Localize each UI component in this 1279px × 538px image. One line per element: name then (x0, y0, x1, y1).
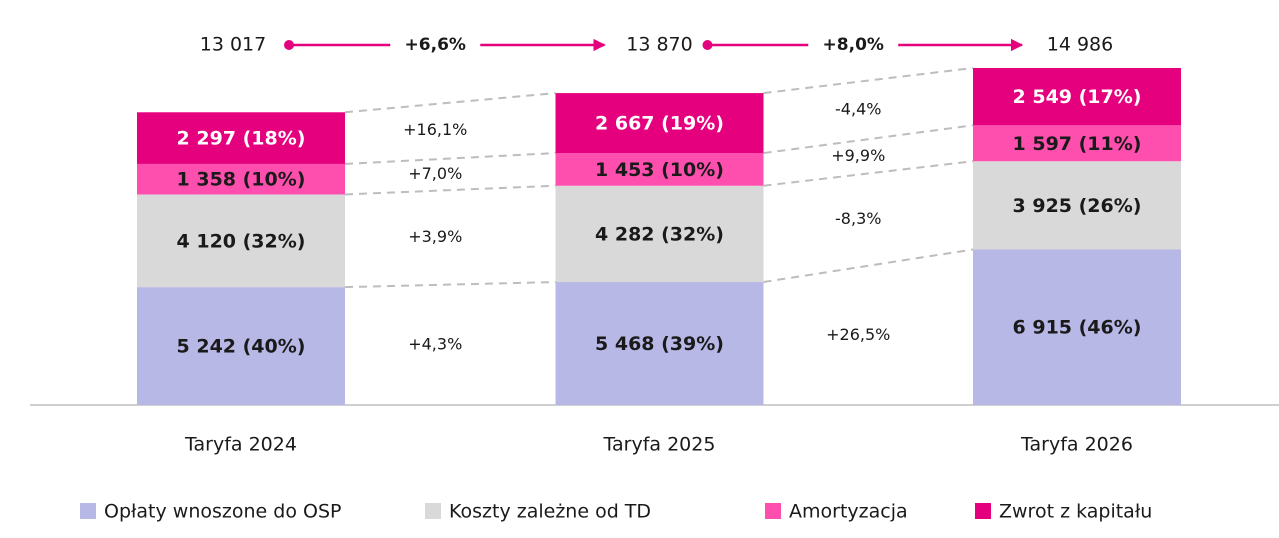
change-label: +4,3% (408, 334, 462, 353)
legend-swatch (765, 503, 781, 519)
connector (763, 248, 974, 284)
connector (763, 160, 974, 187)
bar-segment (555, 185, 764, 283)
change-label: -4,4% (835, 99, 881, 118)
total-change: +8,0% (823, 35, 884, 55)
connector (344, 184, 556, 196)
legend-label: Amortyzacja (789, 501, 908, 523)
x-tick-label: Taryfa 2026 (1020, 434, 1133, 456)
bar-segment (973, 68, 1181, 126)
legend-label: Opłaty wnoszone do OSP (104, 501, 341, 523)
total-label: 13 017 (200, 34, 266, 56)
bar-segment (137, 287, 345, 405)
bar-segment (137, 163, 345, 195)
legend-swatch (80, 503, 96, 519)
bar-segment (973, 249, 1181, 405)
legend-swatch (425, 503, 441, 519)
data-label: 5 468 (39%) (595, 333, 724, 355)
data-label: 3 925 (26%) (1013, 195, 1142, 217)
bar-segment (973, 161, 1181, 250)
data-label: 4 282 (32%) (595, 223, 724, 245)
connector (344, 281, 556, 289)
bar-segment (555, 93, 764, 154)
bar-segment (555, 153, 764, 186)
data-label: 6 915 (46%) (1013, 317, 1142, 339)
x-tick-label: Taryfa 2025 (603, 434, 716, 456)
change-label: +7,0% (408, 164, 462, 183)
bar-segment (973, 125, 1181, 162)
data-label: 2 667 (19%) (595, 113, 724, 135)
legend-label: Zwrot z kapitału (999, 501, 1152, 523)
change-label: -8,3% (835, 209, 881, 228)
data-label: 5 242 (40%) (177, 336, 306, 358)
change-label: +16,1% (403, 120, 467, 139)
connector (763, 67, 974, 95)
bar-segment (137, 194, 345, 288)
total-label: 13 870 (626, 34, 692, 56)
data-label: 1 358 (10%) (177, 169, 306, 191)
change-label: +3,9% (408, 227, 462, 246)
data-label: 1 453 (10%) (595, 159, 724, 181)
change-label: +26,5% (826, 325, 890, 344)
data-label: 2 297 (18%) (177, 128, 306, 150)
data-label: 1 597 (11%) (1013, 133, 1142, 155)
connector (344, 152, 556, 165)
data-label: 4 120 (32%) (177, 230, 306, 252)
change-label: +9,9% (831, 146, 885, 165)
connector (763, 124, 974, 155)
bar-segment (137, 112, 345, 164)
total-change: +6,6% (405, 35, 466, 55)
legend-label: Koszty zależne od TD (449, 501, 651, 523)
x-tick-label: Taryfa 2024 (184, 434, 297, 456)
total-label: 14 986 (1047, 34, 1113, 56)
connector (344, 92, 556, 114)
data-label: 2 549 (17%) (1013, 86, 1142, 108)
legend-swatch (975, 503, 991, 519)
bar-segment (555, 282, 764, 405)
